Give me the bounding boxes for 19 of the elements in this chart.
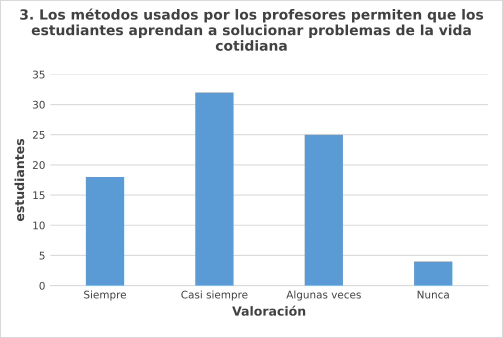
y-tick-label: 15 bbox=[33, 191, 45, 200]
bar bbox=[86, 176, 124, 286]
y-tick-label: 10 bbox=[33, 221, 45, 230]
y-tick-label: 25 bbox=[32, 130, 45, 139]
y-tick-label: 20 bbox=[32, 161, 45, 169]
y-axis-title: estudiantes bbox=[14, 138, 24, 222]
y-tick-label: 30 bbox=[32, 100, 45, 109]
bar bbox=[304, 134, 343, 286]
y-tick-label: 0 bbox=[40, 282, 45, 290]
y-tick-label: 35 bbox=[32, 70, 45, 78]
bar bbox=[195, 92, 234, 286]
y-tick-label: 5 bbox=[40, 252, 45, 260]
x-tick-label: Nunca bbox=[418, 290, 449, 299]
x-axis-title: Valoración bbox=[232, 306, 306, 316]
x-tick-label: Siempre bbox=[84, 290, 126, 301]
bar bbox=[414, 261, 452, 286]
x-tick-label: Algunas veces bbox=[286, 290, 361, 301]
chart-title: 3. Los métodos usados por los profesores permiten que los estudiantes aprendan a solucionar problemas de la vida cotidiana bbox=[20, 8, 484, 51]
x-tick-label: Casi siempre bbox=[181, 290, 248, 301]
